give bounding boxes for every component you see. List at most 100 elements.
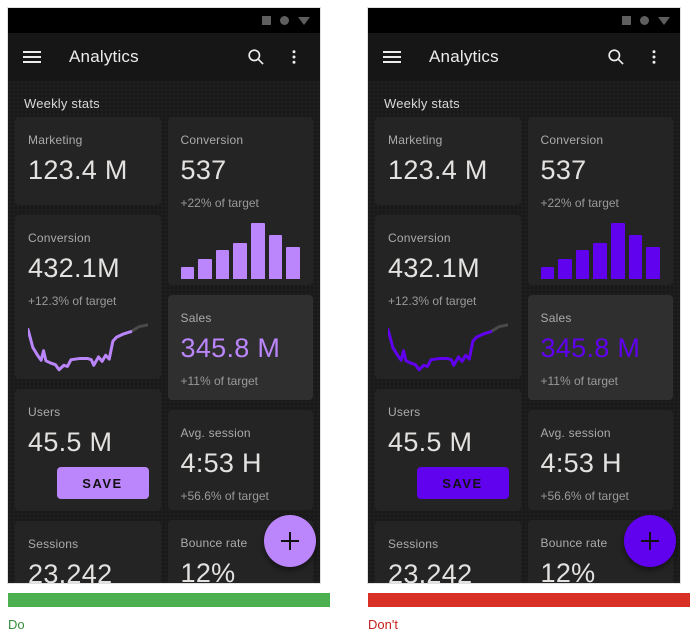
- status-square-icon: [262, 16, 271, 25]
- card-value: 345.8 M: [540, 333, 641, 363]
- status-triangle-icon: [658, 16, 670, 25]
- card-column-left: Marketing 123.4 M Conversion 432.1M +12.…: [375, 117, 521, 583]
- card-delta: +11% of target: [180, 374, 259, 388]
- card-label: Bounce rate: [540, 536, 608, 550]
- plus-icon: [281, 532, 299, 550]
- bar-chart-bar: [575, 250, 590, 279]
- add-fab-button[interactable]: [624, 515, 676, 567]
- card-conversion-bars: Conversion 537 +22% of target: [167, 117, 313, 285]
- add-fab-button[interactable]: [264, 515, 316, 567]
- card-label: Sales: [540, 311, 572, 325]
- bar-chart-bar: [593, 243, 608, 279]
- save-button[interactable]: SAVE: [56, 467, 149, 499]
- status-triangle-icon: [298, 16, 310, 25]
- bar-chart-bar: [198, 258, 212, 279]
- card-value: 432.1M: [388, 253, 480, 283]
- section-title: Weekly stats: [384, 96, 460, 111]
- bar-chart: [540, 223, 661, 279]
- bar-chart-bar: [286, 246, 300, 279]
- card-users: Users 45.5 M SAVE: [15, 389, 161, 511]
- card-delta: +12.3% of target: [28, 294, 117, 308]
- phone-mockup-dont: Analytics Weekly stats Marketing 123.4 M: [367, 7, 681, 584]
- card-avg-session: Avg. session 4:53 H +56.6% of target: [527, 410, 673, 510]
- card-value: 45.5 M: [388, 427, 473, 457]
- card-value: 537: [540, 155, 587, 185]
- card-column-right: Conversion 537 +22% of target Sales 345.…: [527, 117, 673, 583]
- status-circle-icon: [640, 16, 649, 25]
- line-chart-sparkline: [388, 316, 508, 372]
- card-users: Users 45.5 M SAVE: [375, 389, 521, 511]
- do-label: Do: [8, 617, 25, 632]
- card-label: Conversion: [388, 231, 451, 245]
- bar-chart-bar: [251, 223, 265, 279]
- bar-chart-bar: [215, 250, 230, 279]
- card-sessions: Sessions 23,242: [375, 521, 521, 583]
- bar-chart-bar: [646, 246, 660, 279]
- card-delta: +56.6% of target: [540, 489, 629, 503]
- hamburger-menu-icon[interactable]: [23, 51, 41, 63]
- card-delta: +12.3% of target: [388, 294, 477, 308]
- hamburger-menu-icon[interactable]: [383, 51, 401, 63]
- card-conversion-line: Conversion 432.1M +12.3% of target: [375, 215, 521, 379]
- card-label: Marketing: [388, 133, 443, 147]
- page-title: Analytics: [69, 47, 139, 66]
- card-value: 45.5 M: [28, 427, 113, 457]
- card-label: Sessions: [28, 537, 79, 551]
- dont-label: Don't: [368, 617, 398, 632]
- bar-chart-bar: [558, 258, 572, 279]
- card-label: Sales: [180, 311, 212, 325]
- status-square-icon: [622, 16, 631, 25]
- card-sessions: Sessions 23,242: [15, 521, 161, 583]
- card-value: 23,242: [388, 559, 473, 583]
- bar-chart-bar: [628, 235, 643, 279]
- overflow-menu-icon[interactable]: [282, 45, 306, 69]
- card-sales: Sales 345.8 M +11% of target: [527, 295, 673, 400]
- bar-chart: [180, 223, 301, 279]
- page-title: Analytics: [429, 47, 499, 66]
- card-label: Avg. session: [180, 426, 251, 440]
- dont-example-column: Analytics Weekly stats Marketing 123.4 M: [367, 7, 690, 632]
- card-value: 123.4 M: [28, 155, 128, 185]
- card-label: Users: [388, 405, 421, 419]
- card-value: 12%: [180, 558, 236, 583]
- overflow-menu-icon[interactable]: [642, 45, 666, 69]
- card-value: 4:53 H: [540, 448, 622, 478]
- card-label: Conversion: [28, 231, 91, 245]
- bar-chart-bar: [233, 243, 248, 279]
- card-value: 12%: [540, 558, 596, 583]
- card-delta: +56.6% of target: [180, 489, 269, 503]
- app-bar: Analytics: [8, 33, 320, 81]
- do-bar: [8, 593, 330, 607]
- phone-mockup-do: Analytics Weekly stats Marketing 123.4 M: [7, 7, 321, 584]
- card-column-right: Conversion 537 +22% of target Sales 345.…: [167, 117, 313, 583]
- section-title: Weekly stats: [24, 96, 100, 111]
- bar-chart-bar: [180, 267, 195, 279]
- card-delta: +22% of target: [540, 196, 619, 210]
- card-label: Bounce rate: [180, 536, 248, 550]
- do-example-column: Analytics Weekly stats Marketing 123.4 M: [7, 7, 330, 632]
- card-value: 345.8 M: [180, 333, 281, 363]
- app-bar: Analytics: [368, 33, 680, 81]
- card-conversion-bars: Conversion 537 +22% of target: [527, 117, 673, 285]
- card-label: Conversion: [540, 133, 604, 147]
- bar-chart-bar: [611, 223, 625, 279]
- status-circle-icon: [280, 16, 289, 25]
- card-column-left: Marketing 123.4 M Conversion 432.1M +12.…: [15, 117, 161, 583]
- card-value: 432.1M: [28, 253, 120, 283]
- card-label: Marketing: [28, 133, 83, 147]
- stat-card-grid: Marketing 123.4 M Conversion 432.1M +12.…: [8, 117, 320, 583]
- search-icon[interactable]: [604, 45, 628, 69]
- card-delta: +22% of target: [180, 196, 259, 210]
- plus-icon: [641, 532, 659, 550]
- search-icon[interactable]: [244, 45, 268, 69]
- save-button[interactable]: SAVE: [416, 467, 509, 499]
- card-label: Avg. session: [540, 426, 611, 440]
- card-label: Users: [28, 405, 61, 419]
- status-bar: [8, 8, 320, 33]
- card-value: 4:53 H: [180, 448, 262, 478]
- card-marketing: Marketing 123.4 M: [375, 117, 521, 205]
- dont-bar: [368, 593, 690, 607]
- card-conversion-line: Conversion 432.1M +12.3% of target: [15, 215, 161, 379]
- card-label: Sessions: [388, 537, 439, 551]
- card-value: 23,242: [28, 559, 113, 583]
